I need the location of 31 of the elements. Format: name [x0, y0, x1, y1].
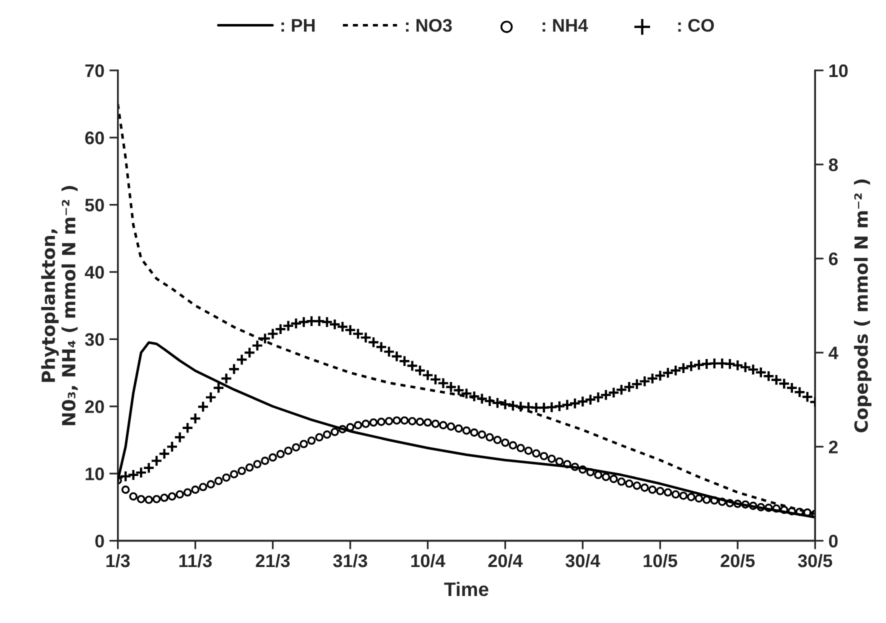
y-tick-label: 10 [86, 468, 104, 480]
x-tick-label: 10/4 [411, 554, 446, 568]
y2-tick-label: 2 [828, 440, 838, 454]
x-tick-label: 20/5 [720, 554, 755, 568]
y-tick-label: 70 [85, 64, 104, 78]
y2-tick-label: 6 [828, 252, 838, 266]
x-tick-label: 11/3 [179, 554, 212, 568]
y2-tick-label: 10 [829, 64, 848, 78]
x-tick-label: 31/3 [333, 554, 368, 568]
legend-label: : NH4 [542, 19, 588, 32]
x-axis-title: Time [444, 582, 488, 596]
x-tick-label: 30/5 [798, 554, 832, 568]
y-tick-label: 30 [84, 333, 104, 346]
y-tick-label: 40 [84, 266, 104, 279]
x-tick-label: 20/4 [488, 554, 523, 568]
y2-axis-title: Copepods ( mmol N m⁻² ) [854, 179, 872, 432]
y-tick-label: 50 [85, 198, 104, 212]
legend-label: : CO [678, 18, 714, 32]
x-tick-label: 21/3 [256, 554, 290, 568]
y-tick-label: 20 [85, 400, 104, 414]
legend-label: : PH [281, 19, 315, 32]
y2-tick-label: 8 [828, 158, 838, 172]
y-tick-label: 60 [85, 132, 104, 144]
x-tick-label: 10/5 [644, 554, 678, 568]
y2-tick-label: 0 [829, 534, 838, 548]
legend-label: : NO3 [406, 18, 452, 32]
x-tick-label: 30/4 [566, 554, 600, 568]
y2-tick-label: 4 [828, 346, 838, 360]
y-tick-label: 0 [95, 534, 104, 548]
y-axis-title: Phytoplankton, N0₃, NH₄ ( mmol N m⁻² ) [41, 186, 78, 426]
x-tick-label: 1/3 [106, 554, 130, 568]
